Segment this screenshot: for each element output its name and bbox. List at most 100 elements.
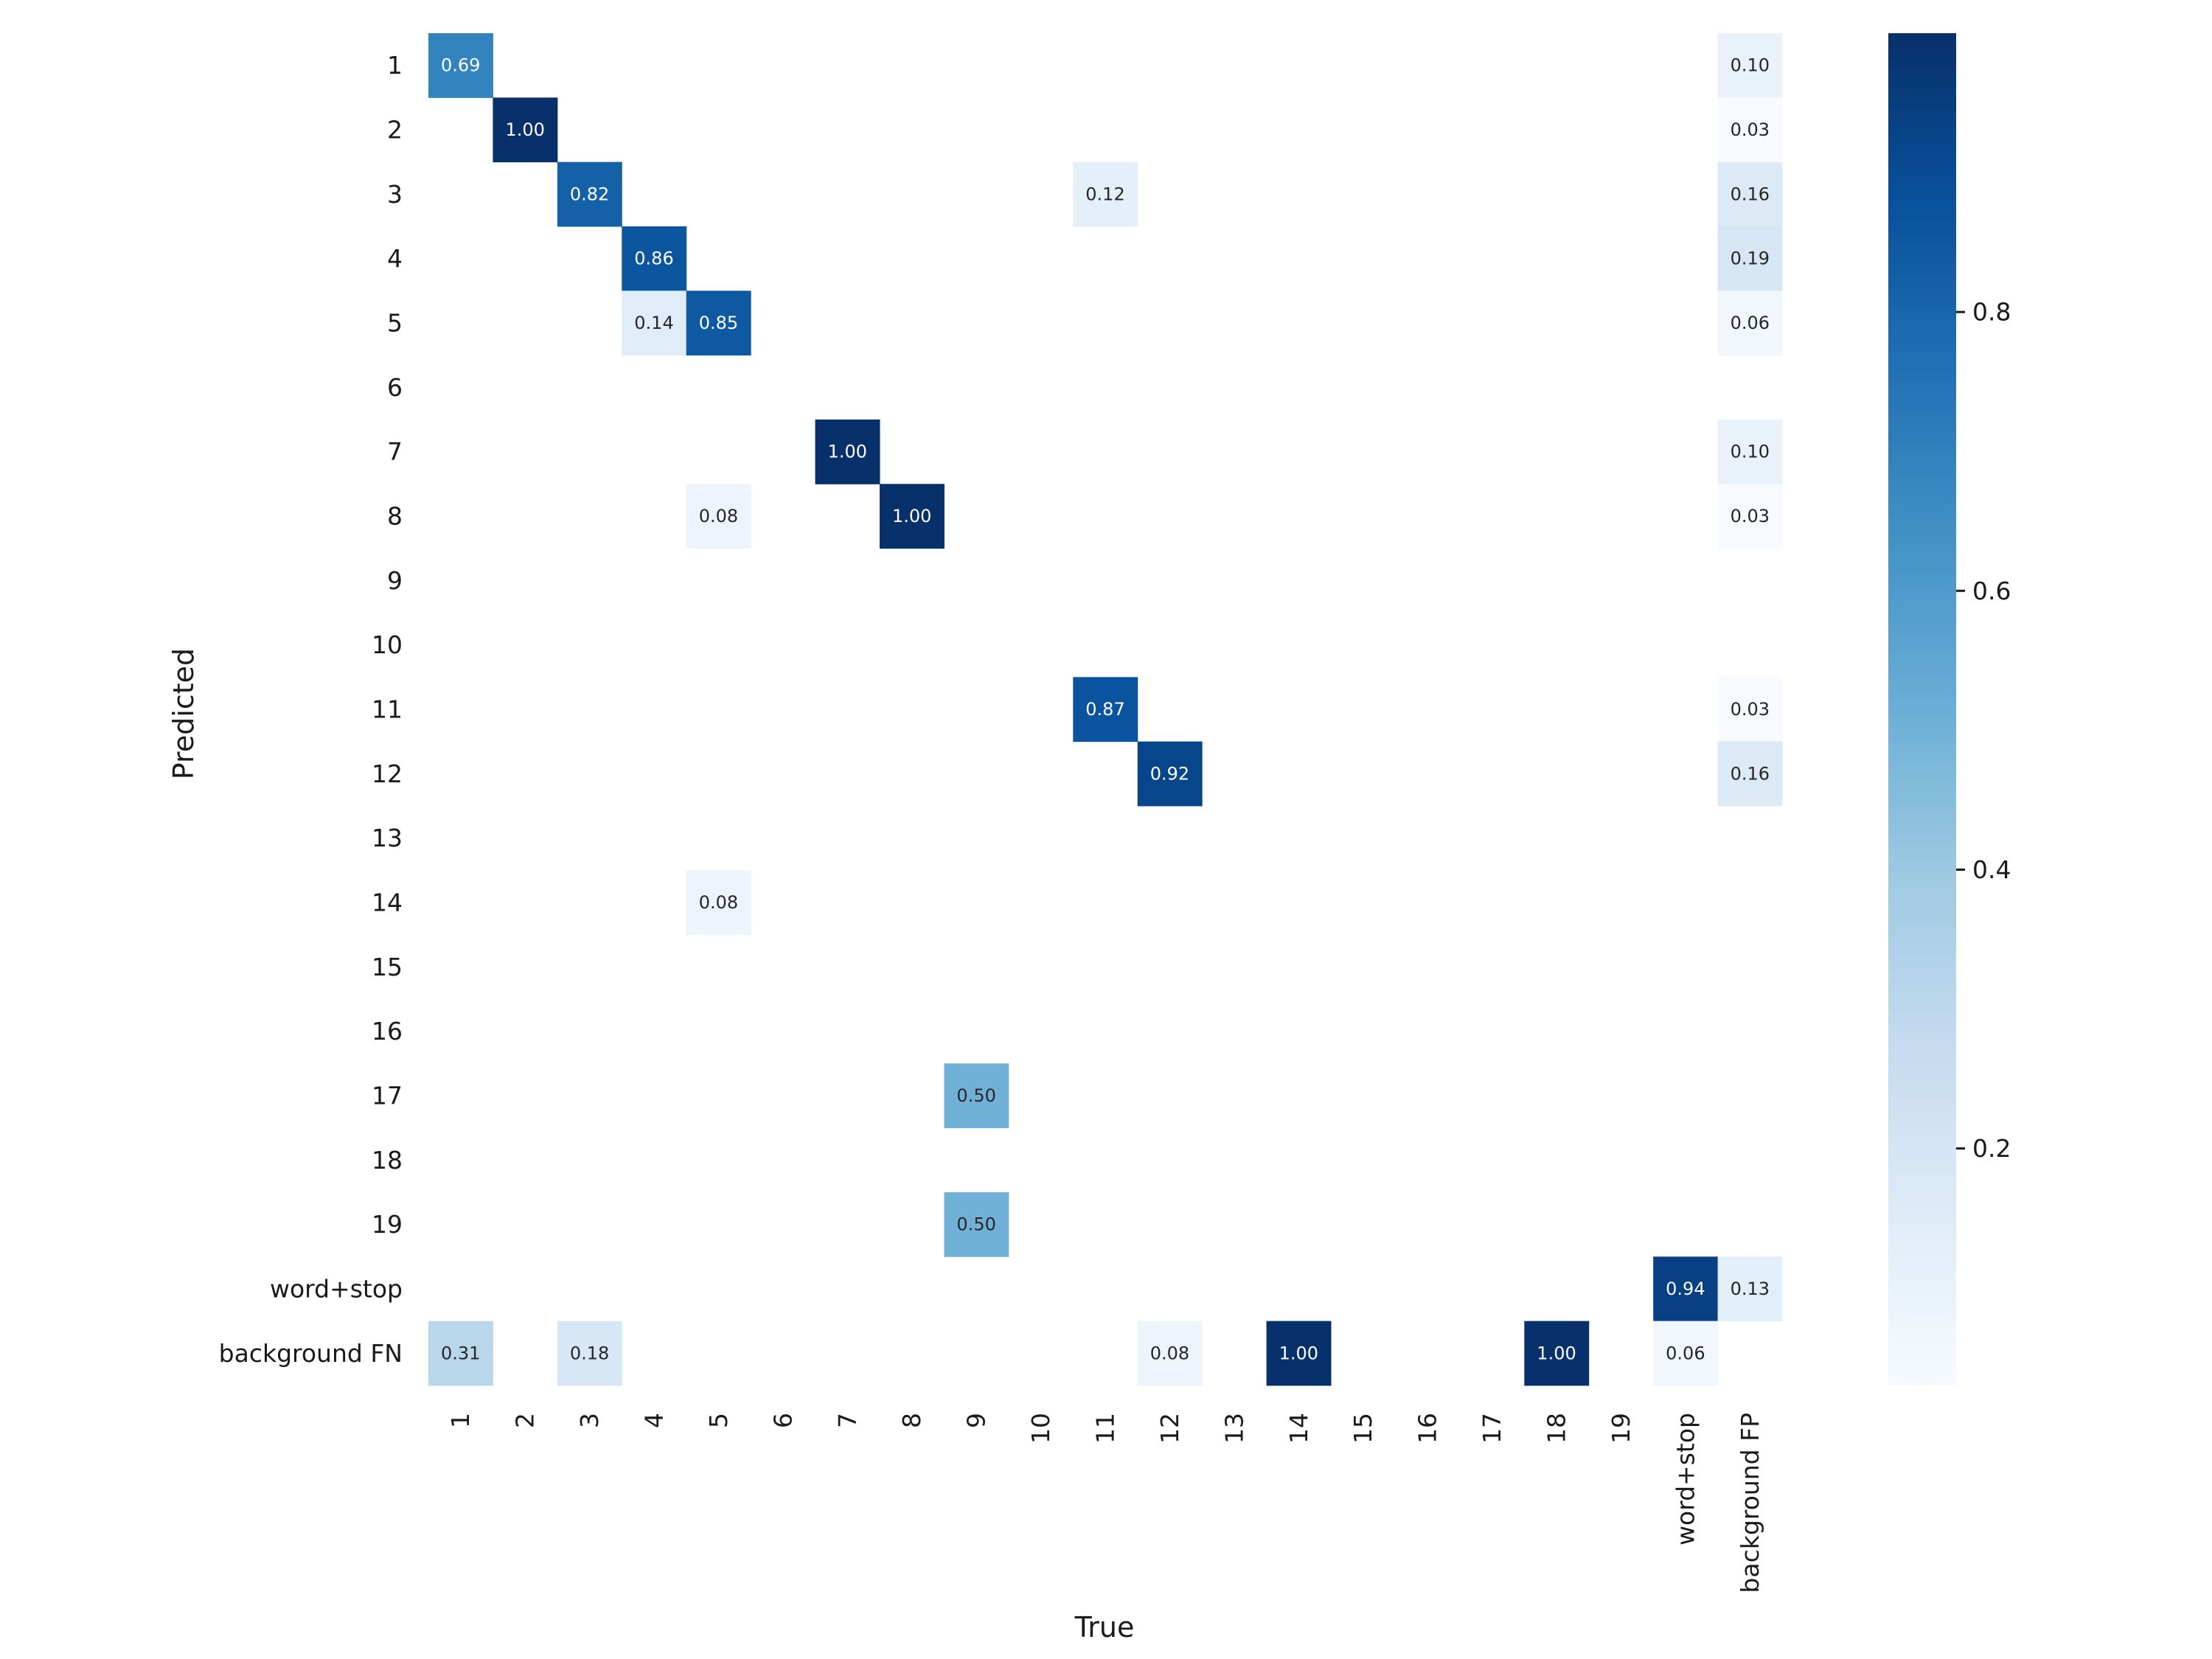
- y-axis-label: Predicted: [167, 648, 200, 779]
- y-tick-label: 4: [387, 244, 403, 273]
- heatmap-cell-background-fn-3: [557, 1321, 622, 1386]
- heatmap-cell-12-12: [1137, 741, 1203, 807]
- y-tick-label: background FN: [219, 1339, 403, 1368]
- x-tick-label: 5: [704, 1413, 733, 1428]
- x-tick-label: 11: [1091, 1413, 1120, 1444]
- colorbar-tick-label: 0.4: [1972, 855, 2011, 884]
- heatmap-cell-8-5: [686, 484, 751, 549]
- heatmap-cell-word-stop-background-fp: [1717, 1256, 1783, 1322]
- cell-value-label: 0.08: [699, 892, 738, 913]
- cell-value-label: 1.00: [1537, 1343, 1576, 1363]
- x-tick-label: word+stop: [1671, 1413, 1700, 1545]
- y-tick-label: 1: [387, 51, 403, 80]
- y-tick-label: 8: [387, 501, 403, 530]
- cell-value-label: 0.08: [699, 506, 738, 526]
- x-tick-label: background FP: [1736, 1413, 1764, 1593]
- heatmap-cell-8-8: [880, 484, 945, 549]
- cell-value-label: 0.12: [1085, 184, 1124, 204]
- heatmap-cell-14-5: [686, 870, 751, 936]
- heatmap-cell-12-background-fp: [1717, 741, 1783, 807]
- heatmap-cell-8-background-fp: [1717, 484, 1783, 549]
- heatmap-cell-background-fn-word-stop: [1653, 1321, 1719, 1386]
- x-tick-labels: 1 2 3 4 5 6 7 8 9 10 11 12 13 14 15 16 17 18 19 word+stop ba…: [446, 1413, 1764, 1593]
- cell-value-label: 0.03: [1731, 506, 1770, 526]
- cell-value-label: 0.06: [1666, 1343, 1705, 1363]
- cell-value-label: 0.13: [1731, 1279, 1770, 1299]
- cell-value-label: 1.00: [505, 119, 544, 140]
- heatmap-cell-5-4: [622, 291, 687, 356]
- y-tick-label: 16: [372, 1017, 403, 1046]
- colorbar-tick-label: 0.2: [1972, 1134, 2011, 1163]
- heatmap-cell-2-2: [493, 97, 558, 163]
- x-tick-label: 10: [1026, 1413, 1055, 1444]
- cell-value-label: 0.69: [441, 55, 480, 76]
- cell-value-label: 0.16: [1731, 184, 1770, 204]
- x-axis-label: True: [1074, 1611, 1135, 1644]
- heatmap-cell-background-fn-18: [1524, 1321, 1590, 1386]
- x-tick-label: 7: [833, 1413, 862, 1428]
- cell-value-label: 0.06: [1731, 313, 1770, 333]
- heatmap-cell-1-background-fp: [1717, 33, 1783, 98]
- x-tick-label: 19: [1607, 1413, 1635, 1444]
- x-tick-label: 18: [1543, 1413, 1571, 1444]
- heatmap-cell-5-background-fp: [1717, 291, 1783, 356]
- x-tick-label: 8: [897, 1413, 926, 1428]
- heatmap-cell-7-background-fp: [1717, 419, 1783, 484]
- heatmap-cell-3-background-fp: [1717, 161, 1783, 227]
- heatmap-cell-4-4: [622, 226, 687, 291]
- x-tick-label: 4: [640, 1413, 669, 1428]
- cell-value-label: 1.00: [892, 506, 931, 526]
- y-tick-label: 12: [372, 759, 403, 788]
- cell-value-label: 0.19: [1731, 248, 1770, 269]
- heatmap-cell-background-fn-14: [1266, 1321, 1332, 1386]
- cell-value-label: 0.82: [570, 184, 609, 204]
- cell-value-label: 0.10: [1731, 55, 1770, 76]
- x-tick-label: 12: [1155, 1413, 1184, 1444]
- colorbar-ticks: 0.2 0.4 0.6 0.8: [1956, 298, 2011, 1163]
- heatmap-cell-4-background-fp: [1717, 226, 1783, 291]
- heatmap-cell-3-11: [1073, 161, 1138, 227]
- y-tick-label: word+stop: [270, 1274, 403, 1303]
- heatmap-cell-word-stop-word-stop: [1653, 1256, 1719, 1322]
- y-tick-label: 10: [372, 630, 403, 659]
- y-tick-label: 7: [387, 437, 403, 466]
- heatmap-cell-17-9: [944, 1063, 1009, 1129]
- cell-value-label: 0.94: [1666, 1279, 1705, 1299]
- cell-value-label: 0.85: [699, 313, 738, 333]
- y-tick-labels: 12345678910111213141516171819word+stopba…: [219, 51, 403, 1368]
- heatmap-cell-5-5: [686, 291, 751, 356]
- y-tick-label: 18: [372, 1146, 403, 1175]
- heatmap-cell-background-fn-1: [428, 1321, 493, 1386]
- colorbar-tick-label: 0.8: [1972, 298, 2011, 327]
- x-tick-label: 17: [1478, 1413, 1506, 1444]
- heatmap-cell-11-background-fp: [1717, 677, 1783, 742]
- cell-value-label: 0.50: [956, 1214, 995, 1235]
- cell-value-label: 0.10: [1731, 442, 1770, 462]
- x-tick-label: 16: [1413, 1413, 1442, 1444]
- cell-value-label: 0.50: [956, 1085, 995, 1106]
- x-tick-label: 15: [1349, 1413, 1377, 1444]
- heatmap-cell-19-9: [944, 1192, 1009, 1257]
- cell-value-label: 0.31: [441, 1343, 480, 1363]
- y-tick-label: 13: [372, 824, 403, 852]
- heatmap-cell-2-background-fp: [1717, 97, 1783, 163]
- cell-value-label: 0.08: [1150, 1343, 1189, 1363]
- cell-value-label: 0.14: [634, 313, 673, 333]
- colorbar-tick-label: 0.6: [1972, 577, 2011, 605]
- heatmap-cell-background-fn-12: [1137, 1321, 1203, 1386]
- y-tick-label: 15: [372, 953, 403, 981]
- heatmap-cell-3-3: [557, 161, 622, 227]
- cell-value-label: 1.00: [828, 442, 867, 462]
- y-tick-label: 3: [387, 180, 403, 209]
- x-tick-label: 2: [511, 1413, 540, 1428]
- y-tick-label: 9: [387, 566, 403, 595]
- y-tick-label: 5: [387, 308, 403, 337]
- cell-value-label: 0.86: [634, 248, 673, 269]
- cell-value-label: 0.18: [570, 1343, 609, 1363]
- cell-value-label: 0.03: [1731, 699, 1770, 720]
- y-tick-label: 19: [372, 1210, 403, 1239]
- x-tick-label: 14: [1284, 1413, 1313, 1444]
- cell-value-label: 1.00: [1279, 1343, 1318, 1363]
- y-tick-label: 11: [372, 695, 403, 723]
